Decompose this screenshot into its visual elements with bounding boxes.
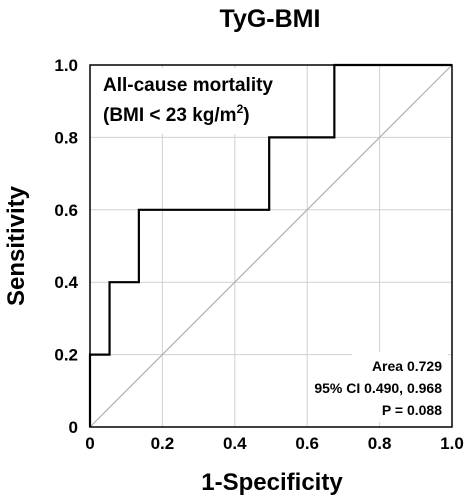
annotation-line-2-end: ) [243,105,249,126]
stats-background [352,352,448,422]
chart-title: TyG-BMI [220,5,321,33]
y-tick-label: 0.8 [54,128,78,147]
annotation-line-2: (BMI < 23 kg/m2) [103,102,250,126]
annotation-line-1: All-cause mortality [103,75,273,96]
y-tick-label: 0.2 [54,346,78,365]
x-tick-label: 0.8 [368,434,392,453]
stats-area: Area 0.729 [372,358,442,374]
x-axis-label: 1-Specificity [201,469,343,496]
x-tick-label: 0 [85,434,94,453]
x-tick-labels: 0 0.2 0.4 0.6 0.8 1.0 [85,434,464,453]
stats-p: P = 0.088 [382,402,442,418]
annotation-background [96,68,306,134]
annotation-superscript: 2 [237,102,244,116]
y-tick-label: 0.4 [54,273,78,292]
plot-frame [89,64,453,428]
reference-diagonal-line [89,64,453,428]
roc-curve-line [88,63,452,427]
y-tick-labels: 0 0.2 0.4 0.6 0.8 1.0 [54,56,78,437]
y-tick-label: 0 [69,418,78,437]
stats-ci: 95% CI 0.490, 0.968 [314,380,442,396]
x-tick-label: 0.2 [151,434,175,453]
x-tick-label: 0.6 [295,434,319,453]
y-tick-label: 0.6 [54,201,78,220]
y-tick-label: 1.0 [54,56,78,75]
annotation-line-2-main: (BMI < 23 kg/m [103,105,237,126]
y-axis-label: Sensitivity [3,185,30,306]
x-tick-label: 1.0 [440,434,464,453]
x-tick-label: 0.4 [223,434,247,453]
